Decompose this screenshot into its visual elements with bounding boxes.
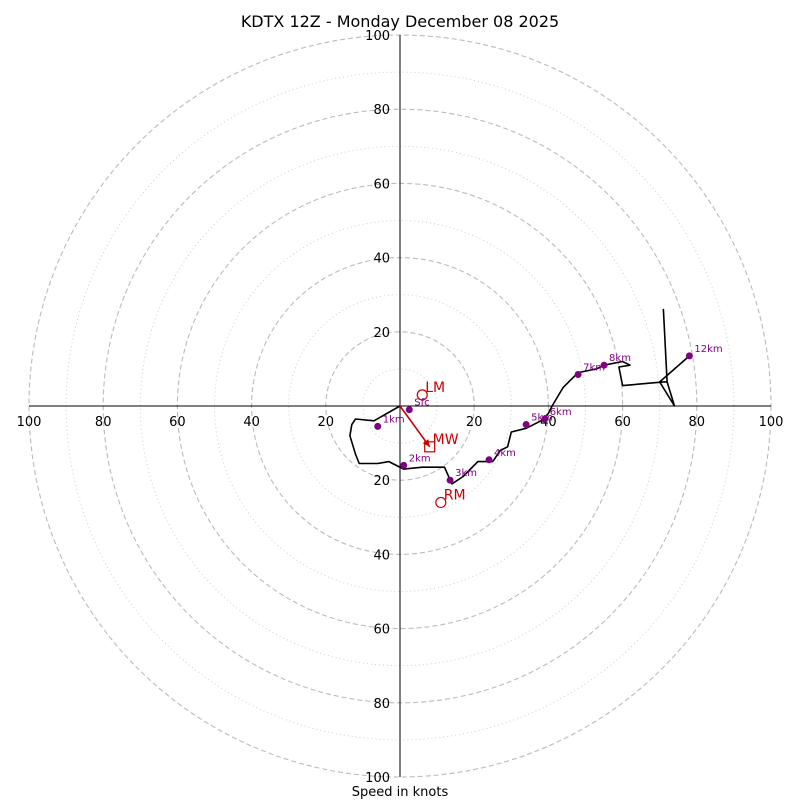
storm-motion-markers: LM MW RM (399, 380, 466, 509)
shear-vector-line (399, 405, 431, 448)
storm-marker-lm (416, 389, 428, 401)
height-label-3km: 3km (455, 468, 477, 479)
hodograph-trace (349, 308, 690, 485)
x-tick-label-left-80: 80 (95, 415, 112, 430)
x-tick-label-left-100: 100 (17, 415, 42, 430)
x-tick-label-right-20: 20 (466, 415, 483, 430)
x-tick-label-right-60: 60 (614, 415, 631, 430)
height-label-2km: 2km (409, 453, 431, 464)
height-label-12km: 12km (694, 344, 722, 355)
x-tick-label-right-100: 100 (759, 415, 784, 430)
y-tick-label-down-100: 100 (365, 771, 390, 786)
height-label-4km: 4km (494, 448, 516, 459)
storm-marker-rm (435, 496, 447, 509)
y-tick-label-down-20: 20 (373, 474, 390, 489)
storm-label-mw: MW (433, 432, 459, 448)
storm-label-rm: RM (444, 487, 466, 503)
y-tick-label-up-80: 80 (373, 103, 390, 118)
height-marker-3km (446, 476, 454, 484)
y-tick-label-up-40: 40 (373, 252, 390, 267)
height-marker-1km (374, 422, 382, 430)
y-tick-label-down-40: 40 (373, 548, 390, 563)
height-label-sfc: Sfc (414, 398, 429, 409)
height-marker-7km (574, 370, 582, 378)
height-markers: Sfc1km2km3km4km5km6km7km8km12km (374, 344, 723, 484)
height-marker-2km (400, 461, 408, 469)
height-marker-sfc (405, 406, 413, 414)
y-tick-label-up-60: 60 (373, 177, 390, 192)
storm-label-lm: LM (425, 380, 445, 396)
height-marker-6km (541, 415, 549, 423)
x-axis-label: Speed in knots (352, 785, 449, 800)
x-tick-label-left-20: 20 (318, 415, 335, 430)
shear-vector-arrowhead (422, 439, 430, 447)
storm-marker-mw (424, 441, 436, 453)
height-marker-8km (600, 361, 608, 369)
x-tick-label-left-60: 60 (169, 415, 186, 430)
y-tick-label-up-20: 20 (373, 326, 390, 341)
height-marker-5km (522, 421, 530, 429)
chart-title: KDTX 12Z - Monday December 08 2025 (241, 12, 559, 31)
height-marker-12km (685, 352, 693, 360)
x-tick-label-right-80: 80 (689, 415, 706, 430)
height-label-1km: 1km (383, 414, 405, 425)
height-label-6km: 6km (550, 407, 572, 418)
height-label-8km: 8km (609, 353, 631, 364)
y-tick-label-up-100: 100 (365, 29, 390, 44)
height-marker-4km (485, 456, 493, 464)
x-tick-label-left-40: 40 (243, 415, 260, 430)
y-tick-label-down-80: 80 (373, 697, 390, 712)
height-label-7km: 7km (583, 362, 605, 373)
y-tick-label-down-60: 60 (373, 623, 390, 638)
hodograph-line (349, 308, 690, 485)
